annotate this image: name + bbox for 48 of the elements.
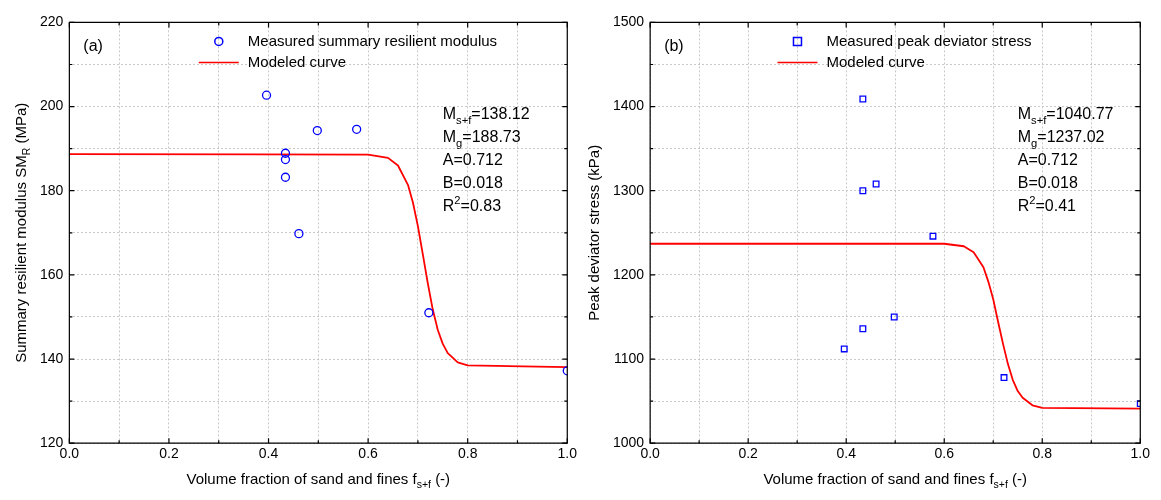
y-tick-label: 200 (40, 97, 64, 114)
legend-label: Modeled curve (826, 52, 925, 70)
y-tick-label: 1500 (612, 13, 645, 30)
y-tick-label: 1300 (612, 181, 645, 198)
x-tick-label: 0.2 (159, 445, 179, 462)
annotation: (b) (664, 36, 684, 54)
legend-label: Modeled curve (247, 52, 347, 70)
y-tick-label: 160 (40, 265, 64, 282)
point (280, 172, 291, 182)
point (840, 345, 848, 353)
annotation: B=0.018 (1017, 174, 1078, 192)
point (280, 154, 291, 165)
x-tick-label: 0.4 (258, 445, 279, 462)
x-tick-label: 1.0 (1130, 445, 1151, 462)
annotation: (a) (83, 36, 103, 54)
x-tick-label: 0.4 (836, 445, 857, 462)
x-tick-label: 0.8 (457, 445, 478, 462)
point (312, 125, 322, 136)
annotation: A=0.712 (1017, 151, 1078, 169)
legend-label: Measured peak deviator stress (826, 31, 1032, 49)
point (1000, 374, 1008, 382)
y-tick-label: 180 (40, 181, 64, 198)
point (352, 124, 362, 134)
point (859, 95, 867, 103)
point (872, 180, 880, 188)
y-tick-label: 1100 (614, 349, 645, 366)
annotation: B=0.018 (442, 174, 503, 192)
annotation: A=0.712 (442, 151, 503, 169)
y-axis-title: Summary resilient modulus SMR (MPa) (12, 102, 33, 363)
point (424, 308, 434, 318)
point (294, 228, 304, 239)
x-tick-label: 0.6 (934, 445, 955, 462)
point (859, 325, 867, 333)
point (859, 187, 867, 195)
y-tick-label: 1400 (612, 97, 645, 114)
x-tick-label: 0.8 (1032, 445, 1053, 462)
legend-label: Measured summary resilient modulus (247, 31, 498, 49)
x-tick-label: 0.2 (738, 445, 759, 462)
y-tick-label: 1200 (612, 265, 645, 282)
y-axis-title: Peak deviator stress (kPa) (585, 144, 603, 321)
y-tick-label: 140 (40, 349, 64, 366)
point (261, 90, 272, 100)
point (890, 313, 898, 321)
x-tick-label: 0.6 (358, 445, 379, 462)
point (280, 148, 291, 158)
y-tick-label: 220 (40, 13, 64, 30)
point (929, 232, 937, 240)
x-tick-label: 1.0 (557, 445, 578, 462)
